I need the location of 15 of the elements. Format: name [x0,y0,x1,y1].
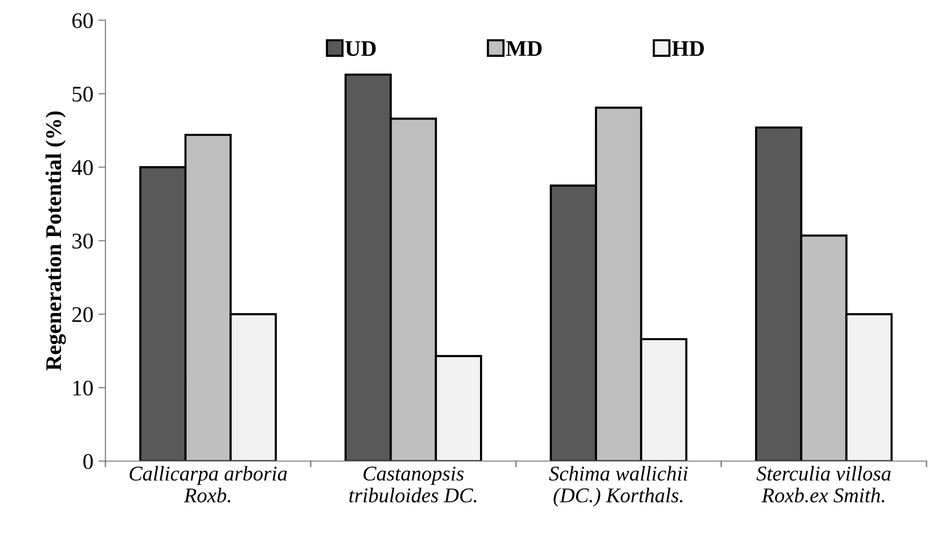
x-tick-label: Schima wallichii (DC.) Korthals. [549,466,688,507]
y-tick-label: 10 [73,380,93,396]
y-tick-label: 0 [83,454,93,470]
y-tick-label: 40 [72,160,93,176]
legend-label: MD [506,41,542,56]
y-tick-label: 50 [72,86,93,102]
x-tick-label: Callicarpa arboria Roxb. [130,466,287,503]
legend-label: UD [345,41,376,56]
x-tick-label: Castanopsis tribuloides DC. [349,466,476,503]
y-tick-label: 30 [72,234,93,249]
y-axis-title: Regeneration Potential (%) [46,111,66,371]
y-tick-label: 20 [72,307,93,322]
x-tick-label: Sterculia villosa Roxb.ex Smith. [756,466,891,503]
legend-label: HD [672,41,704,56]
y-tick-label: 60 [72,13,93,28]
